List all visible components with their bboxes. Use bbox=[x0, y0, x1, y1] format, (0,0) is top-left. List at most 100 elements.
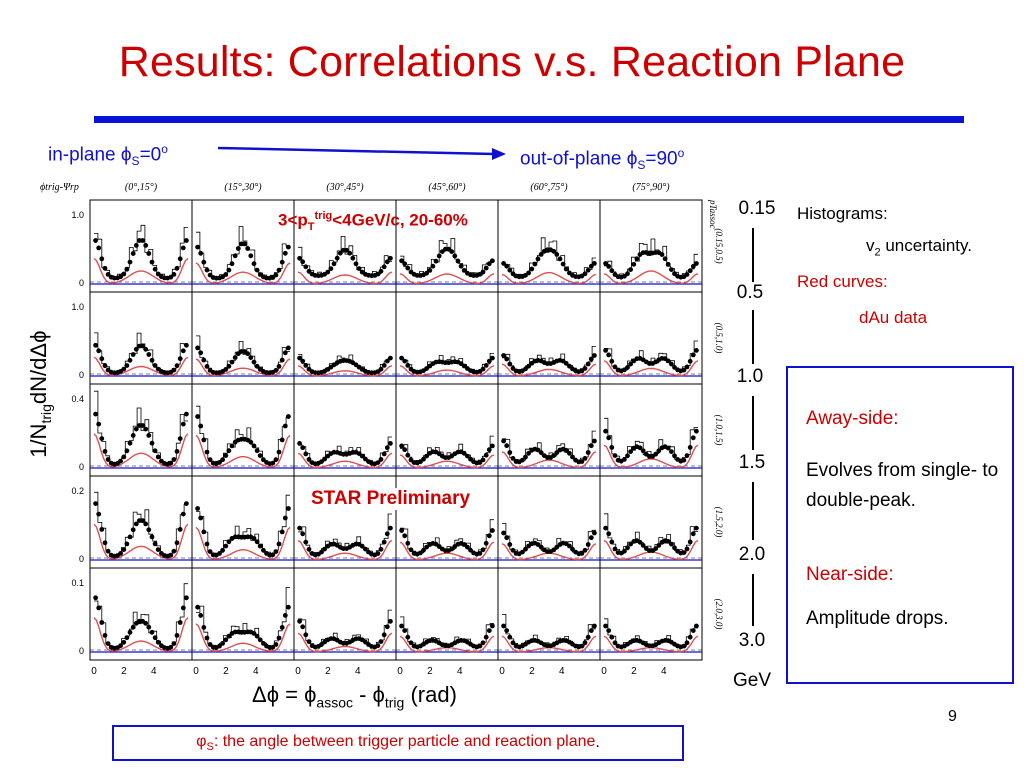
data-point bbox=[276, 635, 282, 641]
data-point bbox=[510, 547, 516, 553]
data-point bbox=[501, 261, 506, 266]
data-point bbox=[402, 533, 408, 539]
data-point bbox=[452, 253, 458, 259]
data-point bbox=[93, 238, 98, 243]
data-point bbox=[261, 547, 266, 553]
data-point bbox=[118, 274, 123, 280]
data-point bbox=[99, 436, 105, 441]
data-point bbox=[273, 457, 279, 463]
data-point bbox=[344, 247, 349, 253]
data-point bbox=[207, 457, 213, 463]
data-point bbox=[388, 525, 393, 531]
pt-label-1: 0.5 bbox=[736, 282, 764, 303]
y-tick-label: 1.0 bbox=[71, 302, 84, 312]
v2-uncertainty-label: v2 uncertainty. bbox=[866, 236, 972, 259]
data-point bbox=[300, 358, 306, 364]
data-point bbox=[560, 261, 566, 267]
data-point bbox=[483, 265, 489, 271]
data-point bbox=[520, 457, 525, 463]
data-point bbox=[254, 363, 260, 369]
data-point bbox=[171, 457, 177, 462]
data-point bbox=[180, 421, 186, 427]
data-point bbox=[331, 261, 337, 267]
data-point bbox=[588, 628, 594, 633]
data-point bbox=[297, 618, 302, 624]
data-point bbox=[223, 272, 229, 277]
data-point bbox=[665, 445, 671, 451]
dau-data-label: dAu data bbox=[859, 308, 928, 327]
data-point bbox=[384, 624, 390, 630]
row-label: (1.5,2.0) bbox=[714, 507, 724, 538]
data-point bbox=[286, 345, 291, 351]
data-point bbox=[168, 274, 174, 280]
data-point bbox=[622, 457, 627, 462]
data-point bbox=[507, 542, 513, 547]
data-point bbox=[254, 539, 260, 545]
pt-unit-label: GeV bbox=[732, 670, 772, 691]
right-axis-title: pTassoc bbox=[708, 199, 718, 229]
data-point bbox=[375, 271, 381, 277]
data-point bbox=[229, 443, 235, 449]
data-point bbox=[579, 643, 585, 649]
data-point bbox=[628, 361, 633, 367]
data-point bbox=[684, 272, 690, 277]
data-point bbox=[184, 595, 189, 601]
near-side-text: Amplitude drops. bbox=[806, 608, 949, 629]
data-point bbox=[130, 624, 136, 630]
data-point bbox=[124, 363, 130, 368]
data-point bbox=[455, 258, 461, 264]
v2-histogram bbox=[196, 335, 290, 374]
data-point bbox=[201, 437, 207, 443]
data-point bbox=[276, 541, 282, 547]
data-point bbox=[279, 259, 285, 265]
data-point bbox=[118, 458, 123, 464]
data-point bbox=[133, 346, 139, 352]
data-point bbox=[127, 534, 133, 540]
data-point bbox=[96, 605, 102, 611]
data-point bbox=[424, 270, 429, 276]
data-point bbox=[551, 453, 557, 458]
data-point bbox=[490, 528, 495, 533]
dau-curve bbox=[195, 623, 291, 653]
data-point bbox=[405, 452, 411, 458]
data-point bbox=[388, 355, 393, 361]
data-point bbox=[93, 595, 98, 601]
data-point bbox=[405, 363, 411, 368]
dau-curve bbox=[603, 635, 699, 653]
data-point bbox=[551, 248, 557, 254]
pt-label-3: 1.5 bbox=[738, 452, 766, 473]
data-point bbox=[99, 620, 105, 625]
data-point bbox=[105, 457, 111, 462]
data-point bbox=[490, 443, 495, 449]
data-point bbox=[177, 527, 183, 532]
data-point bbox=[538, 252, 544, 257]
data-point bbox=[612, 364, 618, 370]
data-point bbox=[378, 639, 384, 644]
direction-arrow bbox=[218, 146, 506, 160]
dau-curve bbox=[399, 273, 495, 285]
data-point bbox=[152, 448, 158, 454]
data-point bbox=[146, 352, 152, 357]
x-tick-label: 2 bbox=[325, 666, 331, 677]
data-point bbox=[399, 623, 404, 629]
data-point bbox=[105, 272, 111, 277]
data-point bbox=[242, 241, 248, 247]
data-point bbox=[232, 355, 238, 360]
data-point bbox=[223, 453, 229, 458]
data-point bbox=[282, 515, 288, 521]
data-point bbox=[297, 525, 302, 531]
data-point bbox=[606, 264, 612, 269]
data-point bbox=[261, 641, 266, 646]
data-point bbox=[286, 604, 291, 610]
data-point bbox=[486, 358, 492, 364]
data-point bbox=[195, 506, 201, 511]
dau-curve bbox=[399, 541, 495, 561]
data-point bbox=[490, 623, 495, 629]
data-point bbox=[96, 348, 102, 354]
dau-curve bbox=[399, 635, 495, 653]
data-point bbox=[171, 272, 177, 277]
in-plane-label: in-plane ϕS=0o bbox=[48, 142, 168, 169]
data-point bbox=[656, 543, 662, 548]
data-point bbox=[251, 536, 257, 541]
